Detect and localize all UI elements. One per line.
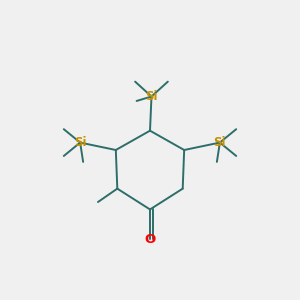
Text: O: O (144, 233, 156, 246)
Text: Si: Si (214, 136, 226, 149)
Text: Si: Si (74, 136, 86, 149)
Text: Si: Si (145, 90, 158, 103)
